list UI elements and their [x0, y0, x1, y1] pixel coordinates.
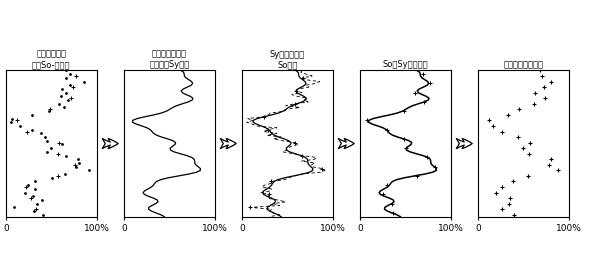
Text: So向Sy水平投影: So向Sy水平投影 — [383, 60, 428, 69]
Text: 用工区饱和度拟
合公式得Sy曲线: 用工区饱和度拟 合公式得Sy曲线 — [149, 50, 190, 69]
Text: 投影前后点取平均: 投影前后点取平均 — [503, 60, 544, 69]
Text: 校正后岩心饱
和度So-深度图: 校正后岩心饱 和度So-深度图 — [32, 50, 70, 69]
Text: Sy缩放平移与
So贴近: Sy缩放平移与 So贴近 — [269, 50, 305, 69]
